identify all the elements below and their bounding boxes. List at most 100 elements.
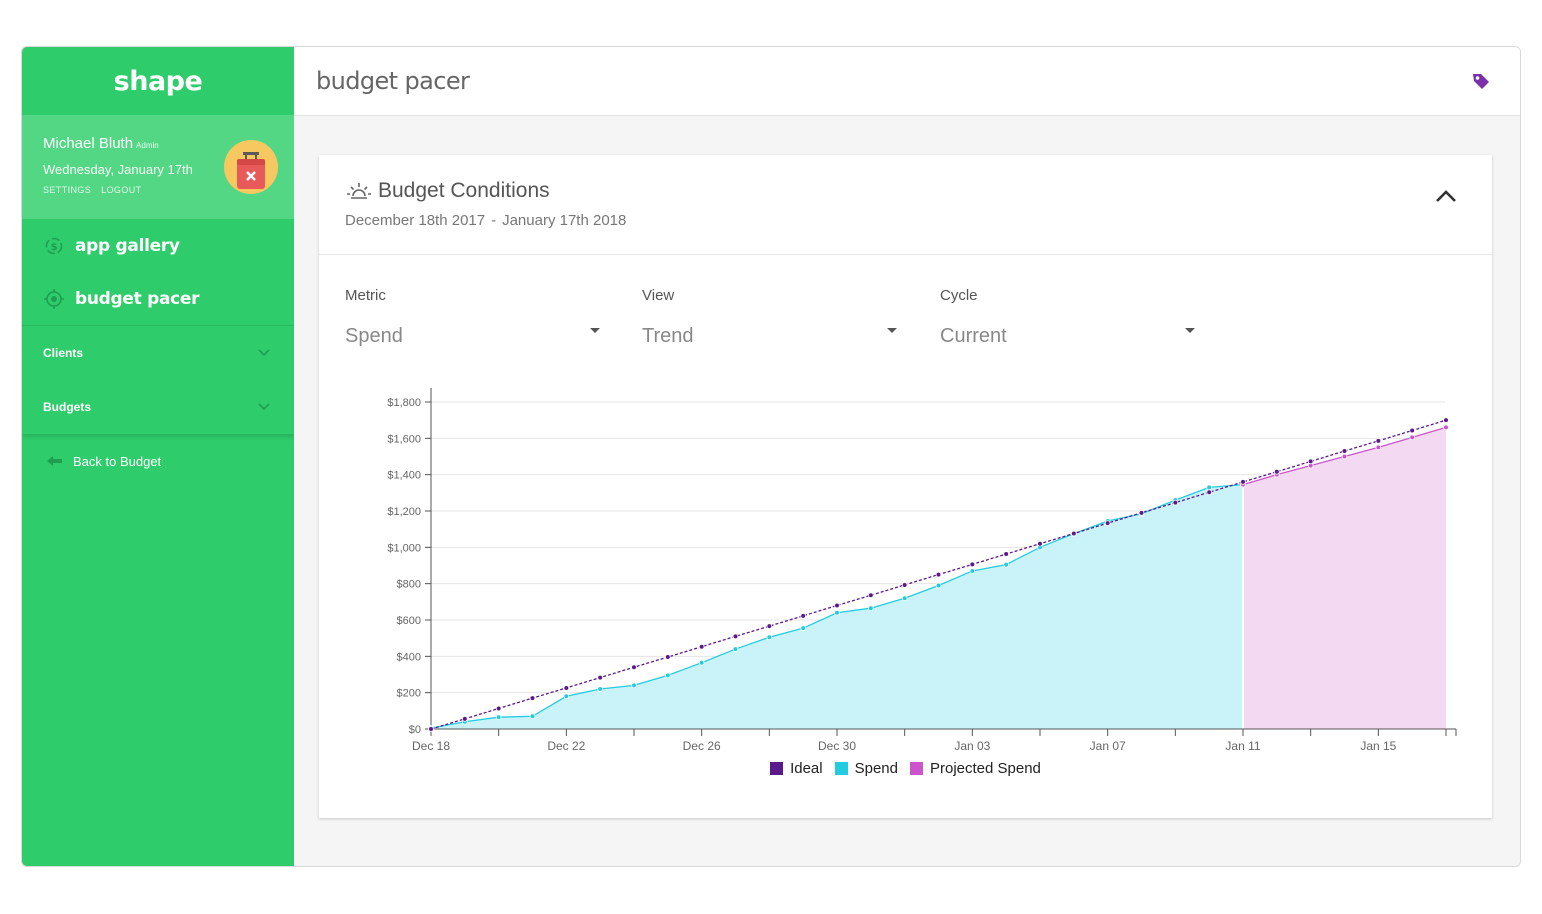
y-tick-label: $200 — [397, 688, 421, 700]
back-label: Back to Budget — [73, 453, 162, 469]
filter-label: View — [642, 287, 675, 304]
date-range: December 18th 2017- January 17th 2018 — [345, 212, 1492, 229]
y-tick-label: $1,400 — [387, 470, 421, 482]
settings-link[interactable]: SETTINGS — [43, 185, 92, 195]
y-tick-label: $1,200 — [387, 506, 421, 518]
chevron-down-icon — [258, 349, 270, 357]
data-point-spend — [969, 568, 976, 574]
data-point-ideal — [800, 613, 806, 619]
legend-swatch — [834, 762, 848, 775]
budget-conditions-card: Budget Conditions December 18th 2017- Jan… — [319, 155, 1492, 818]
nav-label: budget pacer — [75, 288, 200, 309]
chevron-down-icon — [258, 403, 270, 411]
dropdown-caret-icon — [1185, 328, 1195, 333]
data-point-spend — [698, 659, 705, 666]
x-tick-label: Jan 03 — [954, 739, 990, 753]
data-point-ideal — [834, 602, 840, 609]
data-point-spend — [935, 582, 942, 589]
data-point-ideal — [766, 623, 773, 629]
user-profile: Michael Bluth Admin Wednesday, January 17… — [22, 115, 294, 219]
arrow-left-icon — [47, 456, 62, 466]
select-value: Spend — [345, 325, 403, 347]
y-tick-label: $400 — [397, 651, 421, 663]
legend-swatch — [909, 762, 923, 775]
view-select[interactable]: Trend — [642, 325, 897, 351]
data-point-ideal — [901, 582, 908, 588]
data-point-ideal — [1307, 458, 1314, 465]
x-tick-label: Jan 11 — [1225, 739, 1260, 753]
legend-swatch — [770, 762, 784, 775]
data-point-ideal — [428, 726, 434, 732]
select-value: Current — [940, 325, 1007, 347]
x-tick-label: Dec 18 — [412, 739, 450, 753]
back-to-budget-link[interactable]: Back to Budget — [22, 434, 294, 488]
data-point-ideal — [462, 716, 468, 722]
data-point-ideal — [1240, 479, 1246, 485]
current-date: Wednesday, January 17th — [43, 162, 193, 177]
filter-row: Metric Spend View Trend Cycle Current — [345, 287, 1245, 357]
data-point-ideal — [665, 654, 671, 660]
tag-icon[interactable] — [1470, 70, 1492, 92]
section-label: Budgets — [43, 400, 91, 414]
legend-item-spend[interactable]: Spend — [834, 760, 898, 777]
section-budgets[interactable]: Budgets — [22, 380, 294, 434]
data-point-ideal — [631, 664, 637, 671]
brand-logo[interactable]: shape — [113, 65, 203, 97]
data-point-ideal — [1206, 489, 1212, 496]
data-point-ideal — [495, 705, 502, 712]
y-tick-label: $800 — [397, 579, 421, 591]
nav-budget-pacer[interactable]: budget pacer — [22, 272, 294, 325]
profile-links: SETTINGS LOGOUT — [43, 185, 294, 195]
data-point-projected-spend — [1341, 453, 1348, 460]
svg-text:$: $ — [51, 242, 58, 253]
legend-label: Spend — [854, 760, 898, 777]
projected-area — [1243, 427, 1446, 729]
x-tick-label: Jan 15 — [1360, 739, 1396, 753]
date-start: December 18th 2017 — [345, 212, 486, 229]
user-name: Michael Bluth — [43, 135, 134, 152]
legend-item-projected[interactable]: Projected Spend — [909, 760, 1041, 777]
sidebar-sections: Clients Budgets — [22, 325, 294, 434]
data-point-spend — [665, 672, 671, 679]
legend-item-ideal[interactable]: Ideal — [770, 760, 823, 777]
data-point-ideal — [1071, 530, 1077, 537]
y-tick-label: $600 — [397, 615, 421, 627]
data-point-spend — [901, 595, 908, 602]
data-point-spend — [1003, 561, 1009, 568]
sidebar: shape Michael Bluth Admin Wednesday, Janu… — [22, 47, 294, 866]
data-point-spend — [732, 646, 739, 652]
page-title: budget pacer — [316, 67, 470, 95]
filter-label: Metric — [345, 287, 386, 304]
x-tick-label: Dec 22 — [547, 739, 585, 753]
collapse-button[interactable] — [1434, 185, 1458, 209]
data-point-ideal — [698, 643, 705, 650]
logout-link[interactable]: LOGOUT — [101, 185, 142, 195]
metric-select[interactable]: Spend — [345, 325, 600, 351]
section-label: Clients — [43, 346, 84, 360]
nav-app-gallery[interactable]: $ app gallery — [22, 219, 294, 272]
nav-label: app gallery — [75, 235, 180, 256]
select-value: Trend — [642, 325, 694, 347]
data-point-ideal — [1409, 427, 1415, 434]
date-separator: - — [491, 212, 497, 229]
data-point-ideal — [1341, 448, 1348, 454]
data-point-ideal — [1104, 520, 1111, 526]
spend-area — [431, 484, 1243, 729]
date-end: January 17th 2018 — [502, 212, 627, 229]
user-role-badge: Admin — [136, 141, 159, 150]
avatar[interactable] — [224, 140, 278, 194]
section-clients[interactable]: Clients — [22, 326, 294, 380]
data-point-ideal — [732, 633, 739, 640]
data-point-ideal — [529, 695, 536, 701]
suitcase-icon — [237, 152, 265, 189]
data-point-projected-spend — [1375, 444, 1382, 451]
data-point-spend — [563, 693, 570, 700]
data-point-ideal — [1375, 438, 1382, 444]
main-content: budget pacer Budget Conditions December … — [294, 47, 1520, 866]
data-point-spend — [766, 634, 773, 641]
data-point-spend — [529, 713, 536, 720]
data-point-spend — [631, 682, 637, 689]
data-point-ideal — [563, 685, 570, 691]
x-tick-label: Dec 26 — [683, 739, 721, 753]
cycle-select[interactable]: Current — [940, 325, 1195, 351]
